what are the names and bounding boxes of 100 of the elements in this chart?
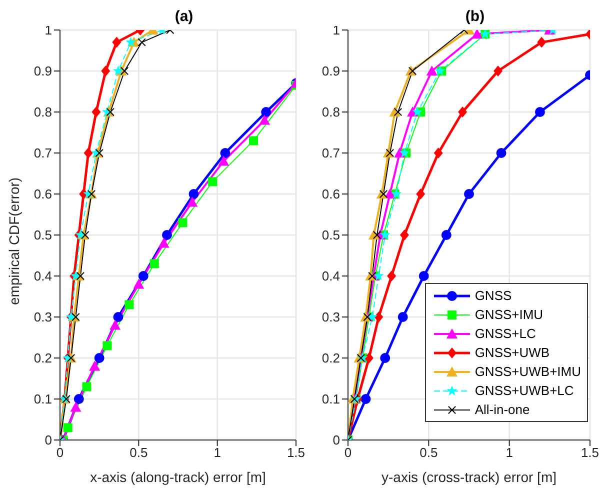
chart-title: (a) bbox=[174, 8, 194, 25]
point bbox=[379, 190, 388, 198]
y-tick-label: 1 bbox=[44, 22, 52, 38]
point bbox=[380, 353, 390, 363]
point bbox=[387, 270, 396, 282]
point bbox=[162, 230, 172, 240]
legend-label: All-in-one bbox=[474, 402, 530, 417]
point bbox=[218, 156, 230, 166]
point bbox=[426, 66, 438, 76]
y-tick-label: 0.8 bbox=[322, 104, 340, 120]
y-tick-label: 0 bbox=[332, 432, 340, 448]
y-tick-label: 1 bbox=[332, 22, 340, 38]
legend-label: GNSS+IMU bbox=[474, 307, 544, 322]
point bbox=[102, 341, 112, 350]
point bbox=[418, 271, 429, 281]
point bbox=[434, 66, 446, 76]
point bbox=[82, 382, 92, 392]
point bbox=[92, 106, 101, 118]
point bbox=[220, 148, 230, 158]
x-tick-label: 1 bbox=[506, 445, 513, 460]
x-tick-label: 1.5 bbox=[580, 445, 600, 460]
point bbox=[112, 66, 124, 76]
x-tick-label: 1.5 bbox=[286, 445, 306, 460]
point bbox=[76, 272, 85, 280]
point bbox=[399, 148, 410, 158]
point bbox=[372, 230, 382, 240]
point bbox=[434, 148, 443, 158]
point bbox=[366, 312, 378, 322]
point bbox=[188, 189, 199, 199]
point bbox=[400, 230, 409, 240]
point bbox=[138, 271, 148, 281]
y-tick-label: 0.7 bbox=[322, 146, 340, 161]
point bbox=[249, 136, 258, 146]
y-tick-label: 0.2 bbox=[34, 350, 52, 366]
x-tick-label: 0 bbox=[344, 445, 352, 460]
point bbox=[472, 30, 483, 39]
y-tick-label: 0.5 bbox=[34, 228, 52, 243]
point bbox=[75, 230, 86, 240]
point bbox=[394, 108, 402, 116]
point bbox=[364, 352, 374, 364]
y-axis-title: empirical CDF(error) bbox=[6, 177, 22, 305]
point bbox=[261, 107, 272, 117]
point bbox=[94, 353, 104, 363]
point bbox=[89, 360, 100, 371]
point bbox=[534, 107, 545, 117]
y-tick-label: 0.8 bbox=[34, 104, 52, 120]
x-tick-label: 1 bbox=[214, 445, 221, 460]
point bbox=[380, 230, 390, 240]
point bbox=[158, 238, 170, 248]
point bbox=[408, 66, 417, 76]
point bbox=[494, 66, 503, 76]
legend-label: GNSS+UWB+IMU bbox=[474, 364, 581, 379]
x-tick-label: 0 bbox=[56, 445, 64, 460]
y-tick-label: 0.1 bbox=[34, 392, 52, 407]
legend-label: GNSS bbox=[474, 288, 512, 303]
y-tick-label: 0 bbox=[44, 432, 52, 448]
point bbox=[84, 148, 93, 158]
point bbox=[208, 177, 218, 186]
point bbox=[74, 394, 84, 404]
point bbox=[124, 300, 134, 310]
legend-label: GNSS+LC bbox=[474, 326, 536, 341]
y-tick-label: 0.4 bbox=[34, 268, 52, 284]
x-axis-title: x-axis (along-track) error [m] bbox=[90, 469, 266, 485]
legend-label: GNSS+UWB+LC bbox=[474, 383, 574, 398]
point bbox=[412, 106, 423, 116]
point bbox=[81, 230, 90, 240]
point bbox=[496, 148, 506, 158]
point bbox=[106, 108, 114, 116]
point bbox=[386, 148, 394, 158]
point bbox=[464, 189, 474, 199]
y-tick-label: 0.3 bbox=[322, 310, 340, 325]
point bbox=[150, 259, 159, 268]
chart-title: (b) bbox=[465, 8, 485, 25]
y-tick-label: 0.2 bbox=[322, 350, 340, 366]
point bbox=[72, 312, 80, 322]
y-tick-label: 0.7 bbox=[34, 146, 52, 161]
point bbox=[373, 270, 384, 280]
point bbox=[138, 38, 146, 46]
y-tick-label: 0.1 bbox=[322, 392, 340, 407]
point bbox=[133, 278, 144, 289]
y-tick-label: 0.9 bbox=[322, 64, 340, 79]
point bbox=[120, 66, 129, 76]
x-tick-label: 0.5 bbox=[130, 445, 148, 460]
y-tick-label: 0.9 bbox=[34, 64, 52, 79]
point bbox=[391, 188, 402, 198]
point bbox=[374, 312, 384, 322]
point bbox=[398, 312, 408, 322]
point bbox=[101, 66, 110, 76]
point bbox=[416, 188, 426, 200]
point bbox=[458, 106, 468, 118]
point bbox=[63, 423, 72, 432]
x-axis-title: y-axis (cross-track) error [m] bbox=[382, 469, 556, 485]
y-tick-label: 0.5 bbox=[322, 228, 340, 243]
point bbox=[186, 196, 198, 207]
point bbox=[441, 230, 452, 240]
y-tick-label: 0.6 bbox=[34, 186, 52, 202]
point bbox=[360, 394, 371, 404]
point bbox=[110, 320, 121, 330]
y-tick-label: 0.3 bbox=[34, 310, 52, 325]
x-tick-label: 0.5 bbox=[420, 445, 438, 460]
